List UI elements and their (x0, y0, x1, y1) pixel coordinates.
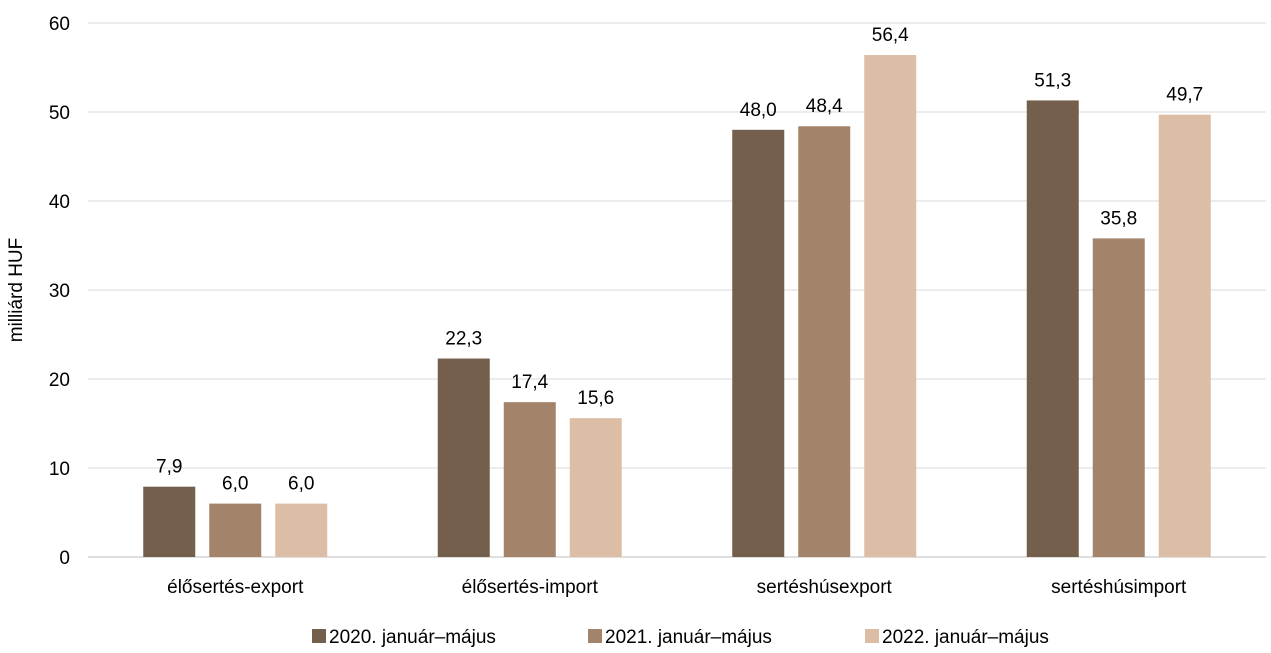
legend-item: 2020. január–május (312, 627, 496, 648)
y-axis-ticks: 0 10 20 30 40 50 60 (49, 14, 70, 569)
data-label: 15,6 (577, 388, 614, 409)
legend-swatch (865, 629, 879, 643)
x-category-label: élősertés-export (167, 577, 304, 598)
legend-item: 2021. január–május (588, 627, 772, 648)
data-label: 22,3 (445, 329, 482, 350)
legend-swatch (588, 629, 602, 643)
bar (1026, 100, 1079, 558)
legend-item: 2022. január–május (865, 627, 1049, 648)
legend-label: 2020. január–május (329, 627, 496, 648)
bar (569, 418, 622, 557)
bar (1158, 114, 1211, 558)
x-axis-categories: élősertés-export élősertés-import sertéshú… (167, 577, 1187, 598)
data-label: 6,0 (288, 474, 314, 495)
gridlines (88, 22, 1266, 558)
bar (503, 402, 556, 557)
legend: 2020. január–május 2021. január–május 2022… (312, 627, 1049, 648)
bar (1092, 238, 1145, 557)
bars (143, 55, 1211, 558)
bar (732, 129, 785, 558)
y-tick-label: 40 (49, 192, 70, 213)
y-tick-label: 0 (59, 548, 70, 569)
data-label: 51,3 (1034, 70, 1071, 91)
x-category-label: élősertés-import (462, 577, 599, 598)
data-label: 48,0 (740, 100, 777, 121)
data-label: 7,9 (156, 457, 182, 478)
data-label: 35,8 (1100, 208, 1137, 229)
data-label: 17,4 (511, 372, 548, 393)
y-tick-label: 10 (49, 459, 70, 480)
data-label: 56,4 (872, 25, 909, 46)
y-tick-label: 50 (49, 103, 70, 124)
legend-label: 2021. január–május (605, 627, 772, 648)
y-tick-label: 20 (49, 370, 70, 391)
data-label: 48,4 (806, 96, 843, 117)
y-tick-label: 60 (49, 14, 70, 35)
x-category-label: sertéshúsexport (757, 577, 893, 598)
bar (275, 503, 328, 557)
bar (209, 503, 262, 557)
legend-swatch (312, 629, 326, 643)
y-axis-label: milliárd HUF (6, 238, 27, 343)
y-tick-label: 30 (49, 281, 70, 302)
bar (143, 486, 196, 557)
data-labels: 7,9 6,0 6,0 22,3 17,4 15,6 48,0 48,4 56,4 51,3 35,… (156, 25, 1203, 495)
data-label: 49,7 (1166, 85, 1203, 106)
legend-label: 2022. január–május (882, 627, 1049, 648)
bar (864, 55, 917, 557)
bar (798, 126, 851, 558)
bar (437, 358, 490, 557)
x-category-label: sertéshúsimport (1051, 577, 1187, 598)
data-label: 6,0 (222, 474, 248, 495)
